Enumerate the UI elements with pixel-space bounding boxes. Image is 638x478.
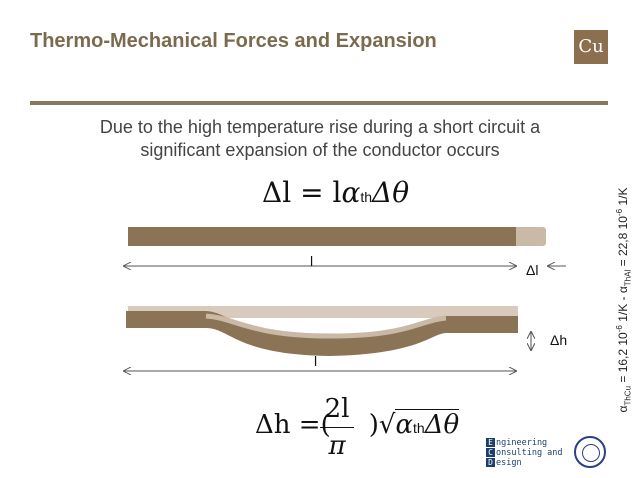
fraction-denominator: π (328, 431, 346, 461)
slide-title: Thermo-Mechanical Forces and Expansion (30, 30, 437, 52)
ecd-line-1: ngineering (496, 438, 548, 448)
formula2-open-paren: ( (320, 410, 331, 440)
formula2-delta-theta: Δθ (424, 410, 460, 440)
alpha-al-exp: -6 (615, 208, 624, 217)
bent-conductor-highlight (205, 313, 447, 339)
formula2-close-paren: ) (368, 410, 379, 440)
bent-conductor (126, 311, 518, 356)
formula2-lhs: Δh (255, 410, 291, 440)
alpha-cu-sub: ThCu (623, 385, 633, 406)
formula2-alpha: α (395, 410, 414, 440)
expansion-formula: Δl = lαthΔθ (262, 176, 409, 209)
formula1-equals: = (300, 176, 324, 209)
formula1-subscript: th (360, 189, 373, 205)
ecd-letter-d: D (486, 458, 495, 467)
sqrt-symbol: √ (378, 410, 396, 440)
intro-line-1: Due to the high temperature rise during … (99, 117, 541, 137)
fraction-bar (320, 427, 354, 428)
alpha-al-unit: 1/K (616, 187, 630, 209)
formula2-equals: = (298, 410, 321, 440)
alpha-cu-value: = 16,2 10 (616, 332, 630, 386)
fraction-2l-over-pi: 2l π (320, 394, 354, 461)
length-label-1: l (310, 253, 314, 269)
bent-conductor-shadow (128, 306, 518, 318)
fraction-numerator: 2l (324, 394, 350, 424)
formula2-subscript: th (413, 420, 425, 436)
alpha-cu: α (616, 405, 630, 413)
delta-h-label: Δh (550, 332, 568, 348)
alpha-cu-unit: 1/K - (616, 293, 630, 326)
alpha-al-sub: ThAl (623, 269, 633, 287)
intro-line-2: significant expansion of the conductor o… (140, 140, 500, 160)
ecd-line-2: onsulting and (496, 448, 563, 458)
ecd-line-3: esign (496, 458, 522, 468)
formula1-lhs: Δl (262, 176, 292, 209)
length-label-2: l (314, 353, 318, 369)
deflection-formula: Δh =()√αthΔθ (255, 409, 460, 440)
expansion-segment (512, 227, 546, 246)
straight-conductor (128, 227, 516, 246)
formula1-length: l (332, 176, 342, 209)
ecd-letter-c: C (486, 448, 495, 457)
intro-text: Due to the high temperature rise during … (40, 116, 600, 162)
formula1-alpha: α (341, 176, 361, 209)
copper-logo: Cu (574, 30, 608, 64)
alpha-al-value: = 22,8 10 (616, 216, 630, 270)
alpha-al: α (616, 286, 630, 294)
university-seal-icon (574, 436, 606, 468)
title-divider (30, 101, 608, 105)
delta-l-label: Δl (526, 262, 539, 278)
alpha-cu-exp: -6 (615, 325, 624, 333)
ecd-letter-e: E (486, 438, 495, 447)
formula1-delta-theta: Δθ (372, 176, 410, 209)
thermal-coefficients: αThCu = 16,2 10-6 1/K - αThAl = 22,8 10-… (615, 130, 635, 470)
